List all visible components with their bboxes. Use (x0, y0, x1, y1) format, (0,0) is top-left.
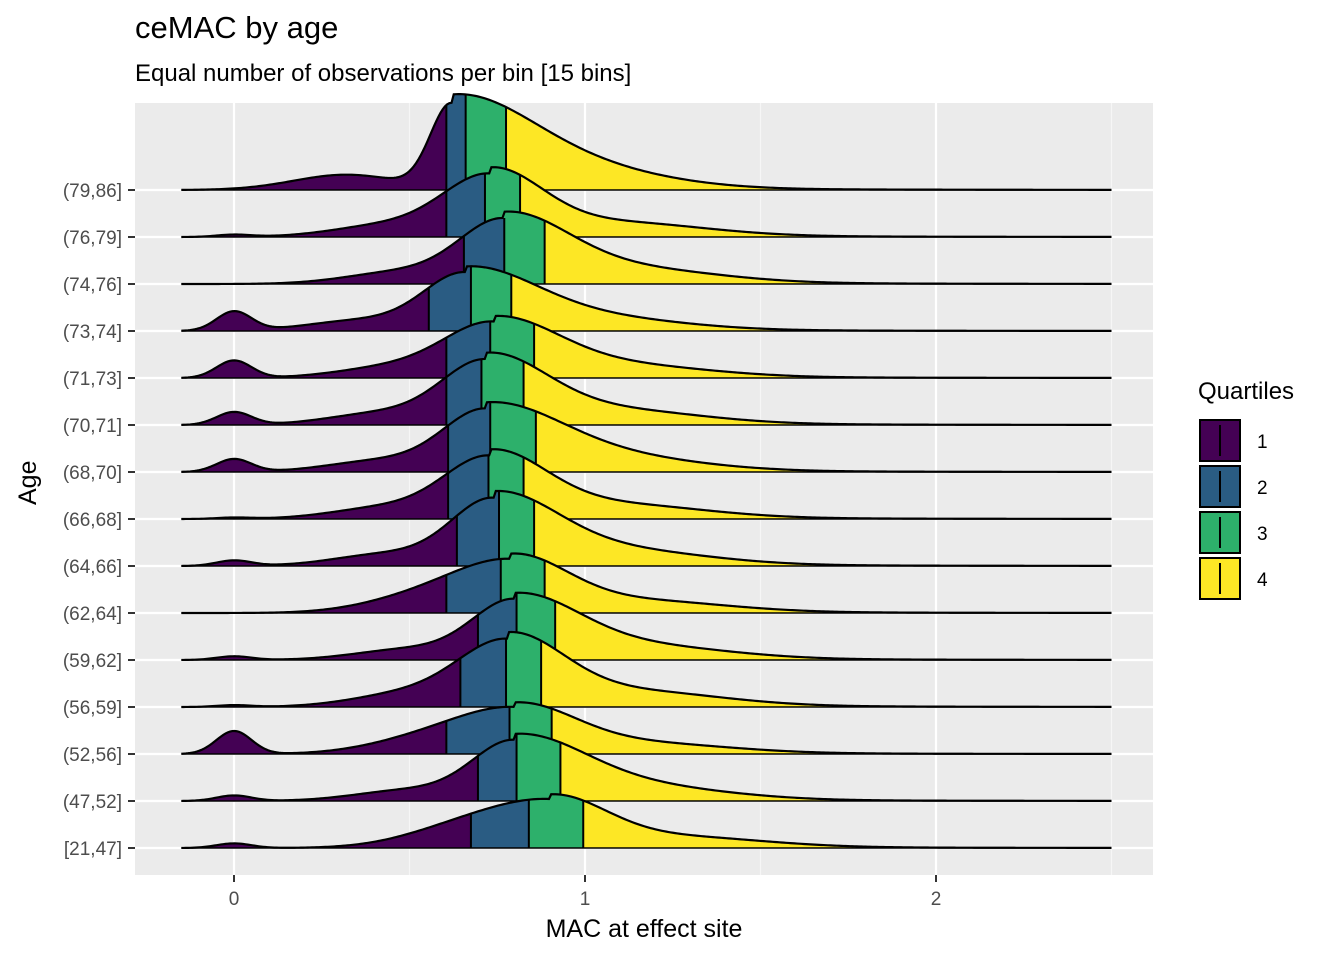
quartile-2-area (460, 638, 507, 707)
ridge-[21,47] (181, 793, 1112, 850)
quartile-4-area (506, 107, 1112, 190)
quartile-1-area (181, 614, 478, 660)
quartile-1-area (181, 755, 478, 801)
quartile-4-area (551, 708, 1112, 754)
y-tick-label: (79,86] (63, 181, 122, 202)
quartile-4-area (541, 640, 1112, 707)
quartile-2-area (446, 173, 485, 237)
quartile-3-area (528, 794, 584, 848)
legend-label-2: 2 (1257, 478, 1268, 499)
y-tick-label: (56,59] (63, 698, 122, 719)
quartile-4-area (520, 174, 1112, 237)
quartile-2-area (446, 558, 501, 613)
quartile-1-area (181, 658, 461, 707)
ridge-(68,70] (181, 400, 1112, 473)
ridge-(74,76] (181, 210, 1112, 286)
quartile-1-area (181, 337, 447, 378)
quartile-1-area (181, 287, 429, 331)
x-tick-label: 2 (931, 889, 942, 910)
ridges (181, 93, 1112, 850)
x-axis-title: MAC at effect site (0, 915, 1344, 944)
quartile-1-area (181, 720, 447, 754)
quartile-2-area (446, 359, 482, 425)
ridge-(79,86] (181, 93, 1112, 191)
quartile-1-area (181, 377, 447, 425)
quartile-1-area (181, 191, 447, 237)
ridge-(56,59] (181, 630, 1112, 709)
quartile-2-area (446, 94, 466, 190)
quartile-3-area (504, 211, 545, 284)
y-tick-label: (71,73] (63, 369, 122, 390)
quartile-2-area (448, 402, 491, 472)
quartile-1-area (181, 515, 457, 566)
x-axis-title-text: MAC at effect site (545, 915, 743, 943)
y-tick-label: (62,64] (63, 604, 122, 625)
y-tick-label: (73,74] (63, 322, 122, 343)
y-tick-label: (74,76] (63, 275, 122, 296)
quartile-4-area (544, 560, 1112, 613)
chart-subtitle: Equal number of observations per bin [15… (135, 60, 632, 87)
quartile-1-area (181, 236, 464, 284)
quartile-3-area (470, 266, 512, 331)
quartile-1-area (181, 574, 447, 613)
x-axis: 0 1 2 (229, 875, 942, 910)
quartile-4-area (535, 411, 1112, 472)
x-tick-label: 0 (229, 889, 240, 910)
quartile-4-area (511, 274, 1112, 331)
ridge-(47,52] (181, 732, 1112, 803)
y-axis-title: Age (14, 460, 42, 505)
x-tick-label: 1 (580, 889, 591, 910)
quartile-3-area (506, 632, 542, 707)
y-tick-label: (76,79] (63, 228, 122, 249)
quartile-3-area (465, 94, 507, 190)
quartile-1-area (181, 813, 471, 848)
quartile-4-area (544, 220, 1112, 284)
y-tick-label: (59,62] (63, 651, 122, 672)
quartile-2-area (470, 799, 529, 848)
quartile-1-area (181, 425, 449, 472)
y-axis: [21,47] (47,52] (52,56] (56,59] (59,62] (62,6… (63, 181, 135, 860)
y-tick-label: (64,66] (63, 557, 122, 578)
ridge-(52,56] (181, 701, 1112, 755)
quartile-3-area (516, 733, 561, 801)
chart-title: ceMAC by age (135, 10, 339, 45)
quartile-2-area (477, 733, 517, 801)
quartile-4-area (523, 457, 1112, 519)
y-tick-label: (68,70] (63, 463, 122, 484)
quartile-2-area (428, 266, 471, 331)
legend-title: Quartiles (1198, 378, 1295, 405)
quartile-4-area (534, 500, 1112, 566)
quartile-4-area (583, 800, 1112, 848)
y-tick-label: (52,56] (63, 745, 122, 766)
ridge-(73,74] (181, 265, 1112, 332)
legend-label-1: 1 (1257, 432, 1268, 453)
quartile-2-area (446, 706, 510, 754)
y-tick-label: (47,52] (63, 792, 122, 813)
quartile-4-area (555, 601, 1112, 660)
legend-label-3: 3 (1257, 524, 1268, 545)
legend-label-4: 4 (1257, 570, 1268, 591)
quartile-1-area (181, 105, 447, 190)
plot-panel (135, 103, 1153, 875)
y-tick-label: (70,71] (63, 416, 122, 437)
y-tick-label: (66,68] (63, 510, 122, 531)
legend: 1 2 3 4 (1199, 419, 1268, 600)
quartile-4-area (534, 323, 1112, 378)
y-tick-label: [21,47] (64, 839, 122, 860)
quartile-3-area (499, 490, 535, 566)
quartile-2-area (456, 490, 499, 566)
quartile-4-area (560, 742, 1112, 801)
quartile-4-area (523, 361, 1112, 425)
ridge-(64,66] (181, 489, 1112, 568)
quartile-1-area (181, 473, 449, 519)
